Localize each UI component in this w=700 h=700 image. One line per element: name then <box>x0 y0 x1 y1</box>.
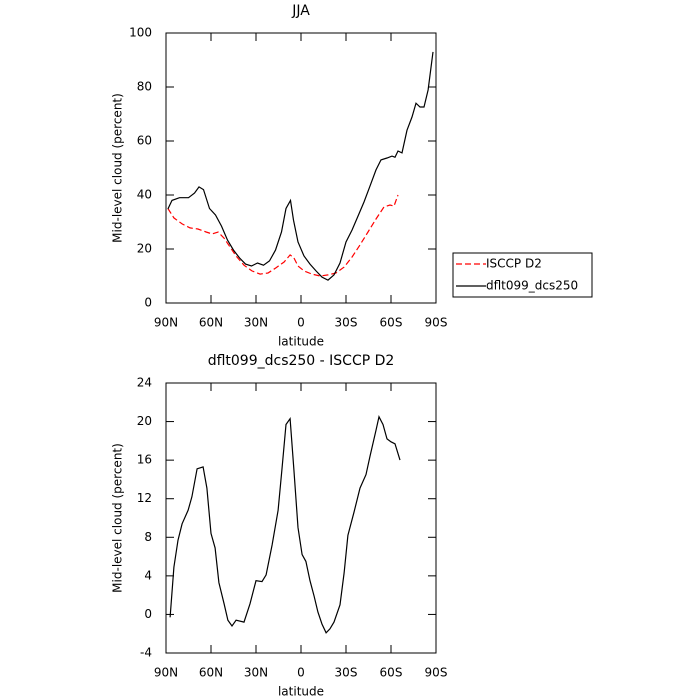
y-tick-label: 0 <box>144 296 152 310</box>
y-tick-label: 40 <box>137 188 152 202</box>
y-tick-label: 60 <box>137 134 152 148</box>
data-line <box>167 51 434 281</box>
plot-frame <box>165 382 437 654</box>
y-tick-label: -4 <box>140 646 152 660</box>
plot-frame <box>165 32 437 304</box>
chart-title: JJA <box>291 3 310 19</box>
x-tick-label: 90N <box>154 316 178 330</box>
x-tick-label: 90S <box>425 316 448 330</box>
y-tick-label: 20 <box>137 414 152 428</box>
x-tick-label: 30N <box>244 316 268 330</box>
x-tick-label: 90S <box>425 666 448 680</box>
y-tick-label: 80 <box>137 80 152 94</box>
x-tick-label: 60N <box>199 316 223 330</box>
x-tick-label: 60N <box>199 666 223 680</box>
x-axis-label: latitude <box>278 685 324 699</box>
legend-label: ISCCP D2 <box>486 257 542 271</box>
y-tick-label: 16 <box>137 453 152 467</box>
x-axis-label: latitude <box>278 335 324 349</box>
y-tick-label: 4 <box>144 568 152 582</box>
y-tick-label: 20 <box>137 242 152 256</box>
data-line <box>167 194 399 277</box>
x-tick-label: 60S <box>380 666 403 680</box>
chart-title: dflt099_dcs250 - ISCCP D2 <box>208 353 395 369</box>
x-tick-label: 60S <box>380 316 403 330</box>
y-tick-label: 24 <box>137 376 152 390</box>
y-tick-label: 12 <box>137 491 152 505</box>
x-tick-label: 30N <box>244 666 268 680</box>
y-tick-label: 8 <box>144 530 152 544</box>
y-tick-label: 100 <box>129 26 152 40</box>
data-line <box>169 415 401 634</box>
legend-label: dflt099_dcs250 <box>486 279 578 293</box>
y-axis-label: Mid-level cloud (percent) <box>111 443 125 593</box>
x-tick-label: 90N <box>154 666 178 680</box>
x-tick-label: 30S <box>335 316 358 330</box>
x-tick-label: 0 <box>297 666 305 680</box>
legend-box <box>452 252 593 298</box>
y-tick-label: 0 <box>144 607 152 621</box>
x-tick-label: 0 <box>297 316 305 330</box>
x-tick-label: 30S <box>335 666 358 680</box>
y-axis-label: Mid-level cloud (percent) <box>111 93 125 243</box>
